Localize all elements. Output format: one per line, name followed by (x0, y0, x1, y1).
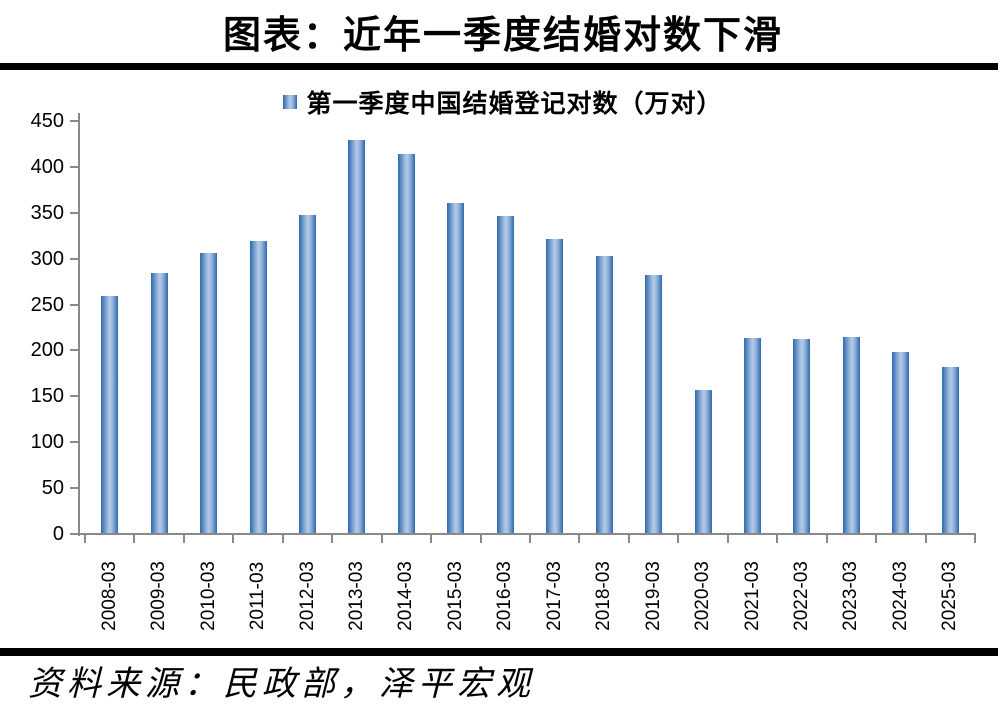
y-axis-tick (70, 165, 78, 168)
y-axis-tick (70, 257, 78, 260)
bar (595, 255, 613, 533)
x-axis-tick (479, 535, 482, 543)
x-axis-tick-label: 2019-03 (642, 561, 664, 631)
x-axis-tick-label: 2017-03 (543, 561, 565, 631)
x-axis-tick (182, 535, 185, 543)
x-axis-tick (726, 535, 729, 543)
bar (941, 366, 959, 533)
x-axis-tick-label: 2021-03 (741, 561, 763, 631)
y-axis-tick-label: 200 (30, 339, 64, 362)
x-axis-tick-label: 2023-03 (840, 561, 862, 631)
x-axis-tick-label: 2020-03 (692, 561, 714, 631)
bar (249, 241, 267, 533)
y-axis-tick-label: 400 (30, 155, 64, 178)
y-axis-tick (70, 211, 78, 214)
source-note: 资料来源：民政部，泽平宏观 (28, 666, 535, 703)
y-axis-tick-label: 350 (30, 201, 64, 224)
x-axis-tick (974, 535, 976, 543)
x-axis-tick-label: 2013-03 (345, 561, 367, 631)
bar (842, 336, 860, 533)
bar (348, 140, 366, 533)
x-axis-tick-label: 2008-03 (98, 561, 120, 631)
y-axis-tick-label: 50 (41, 477, 64, 500)
x-axis-tick-label: 2014-03 (395, 561, 417, 631)
y-axis-tick (70, 349, 78, 352)
x-axis-tick-label: 2010-03 (197, 561, 219, 631)
x-axis-tick (627, 535, 630, 543)
y-axis-tick-label: 300 (30, 247, 64, 270)
bar (694, 389, 712, 533)
page-title: 图表：近年一季度结婚对数下滑 (222, 15, 783, 57)
y-axis-line (78, 113, 80, 536)
y-axis-tick-label: 450 (30, 110, 64, 132)
x-axis-tick-label: 2016-03 (494, 561, 516, 631)
x-axis-tick (380, 535, 383, 543)
bar (447, 202, 465, 533)
x-axis-tick-label: 2011-03 (247, 561, 269, 631)
y-axis-tick (70, 487, 78, 490)
y-axis-tick (70, 303, 78, 306)
bar (101, 296, 119, 533)
x-axis-tick (776, 535, 779, 543)
legend-label: 第一季度中国结婚登记对数（万对） (306, 91, 723, 118)
x-axis-tick-label: 2012-03 (296, 561, 318, 631)
x-axis-tick (232, 535, 235, 543)
x-axis-tick (331, 535, 334, 543)
y-axis-tick (70, 120, 78, 122)
bar (645, 275, 663, 533)
x-axis-tick (578, 535, 581, 543)
x-axis-tick (825, 535, 828, 543)
y-axis-tick-label: 0 (52, 523, 64, 545)
bar (793, 339, 811, 533)
y-axis-tick-label: 100 (30, 431, 64, 454)
x-axis-tick-label: 2024-03 (889, 561, 911, 631)
x-axis-tick-label: 2018-03 (593, 561, 615, 631)
x-axis-tick-label: 2015-03 (444, 561, 466, 631)
bar (892, 352, 910, 533)
bar (546, 239, 564, 533)
y-axis-tick (70, 441, 78, 444)
x-axis-line (77, 533, 976, 535)
top-divider (0, 63, 998, 70)
x-axis-tick (529, 535, 531, 543)
legend: 第一季度中国结婚登记对数（万对） (0, 84, 1006, 120)
bar (496, 216, 514, 533)
x-axis-tick (430, 535, 433, 543)
x-axis-tick-label: 2009-03 (148, 561, 170, 631)
x-axis-tick-label: 2025-03 (939, 561, 961, 631)
bar (150, 273, 168, 533)
x-axis-tick (677, 535, 680, 543)
y-axis-tick-label: 250 (30, 293, 64, 316)
x-axis-tick (84, 535, 86, 543)
y-axis-tick (70, 395, 78, 398)
bar (200, 253, 218, 533)
bar (299, 214, 316, 533)
x-axis-tick (924, 535, 927, 543)
bottom-divider (0, 648, 998, 656)
x-axis-tick (281, 535, 284, 543)
x-axis-tick (133, 535, 136, 543)
x-axis-tick (875, 535, 878, 543)
legend-marker-icon (283, 95, 298, 109)
x-axis-tick-label: 2022-03 (790, 561, 812, 631)
y-axis-tick (70, 533, 78, 535)
bar (744, 337, 761, 533)
bar (397, 153, 415, 533)
y-axis-tick-label: 150 (30, 385, 64, 408)
